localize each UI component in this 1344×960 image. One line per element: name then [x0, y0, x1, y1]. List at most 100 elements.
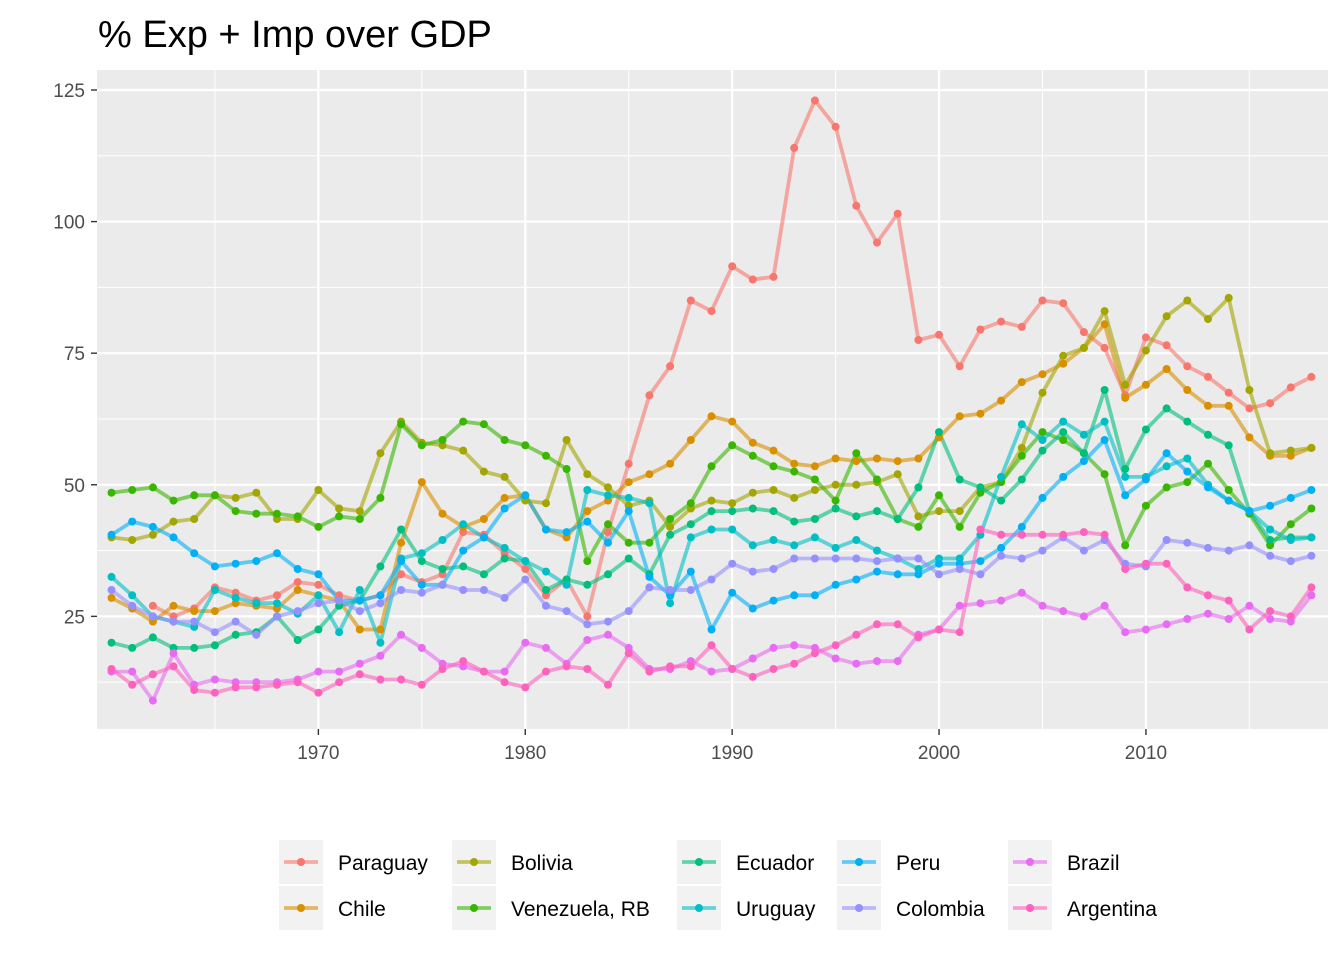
- data-point-ecuador: [707, 507, 716, 516]
- data-point-uruguay: [728, 525, 737, 534]
- data-point-chile: [479, 515, 488, 523]
- data-point-bolivia: [562, 436, 571, 444]
- y-tick-label: 50: [64, 476, 85, 497]
- data-point-bolivia: [252, 488, 261, 497]
- data-point-argentina: [790, 659, 799, 668]
- data-point-uruguay: [873, 546, 881, 555]
- data-point-venezuela-rb: [169, 496, 178, 505]
- data-point-uruguay: [562, 580, 571, 589]
- data-point-peru: [1038, 493, 1047, 502]
- x-tick-label: 1980: [504, 743, 546, 764]
- data-point-chile: [1059, 359, 1068, 368]
- data-point-uruguay: [521, 557, 530, 566]
- data-point-chile: [831, 454, 840, 463]
- data-point-argentina: [1079, 528, 1088, 537]
- data-point-peru: [376, 591, 385, 600]
- data-point-bolivia: [376, 449, 385, 458]
- data-point-colombia: [107, 586, 116, 594]
- data-point-colombia: [769, 565, 778, 573]
- series-points: [107, 96, 1316, 705]
- data-point-ecuador: [769, 507, 778, 516]
- data-point-argentina: [1121, 565, 1130, 573]
- data-point-ecuador: [1121, 465, 1130, 473]
- data-point-peru: [1224, 496, 1233, 505]
- data-point-venezuela-rb: [1162, 483, 1171, 492]
- data-point-ecuador: [479, 570, 488, 579]
- data-point-ecuador: [107, 638, 116, 647]
- data-point-venezuela-rb: [231, 507, 240, 516]
- data-point-bolivia: [190, 515, 199, 523]
- data-point-bolivia: [1162, 312, 1171, 321]
- data-point-uruguay: [231, 593, 240, 602]
- legend-key-point: [855, 904, 863, 912]
- legend-label: Colombia: [896, 898, 985, 921]
- data-point-bolivia: [955, 507, 964, 516]
- data-point-brazil: [1038, 601, 1047, 610]
- data-point-venezuela-rb: [748, 451, 757, 460]
- data-point-paraguay: [1245, 404, 1254, 413]
- data-point-venezuela-rb: [355, 515, 364, 523]
- data-point-chile: [1038, 370, 1047, 379]
- data-point-bolivia: [459, 446, 468, 455]
- chart-title: % Exp + Imp over GDP: [98, 14, 492, 56]
- data-point-argentina: [210, 688, 219, 697]
- data-point-uruguay: [1100, 417, 1109, 426]
- data-point-argentina: [479, 667, 488, 676]
- legend-item-uruguay: Uruguay: [677, 886, 816, 930]
- data-point-venezuela-rb: [273, 509, 281, 518]
- data-point-argentina: [1224, 596, 1233, 605]
- legend-label: Uruguay: [736, 898, 816, 921]
- data-point-ecuador: [831, 504, 840, 513]
- data-point-colombia: [583, 620, 592, 629]
- data-point-venezuela-rb: [314, 522, 323, 531]
- legend-item-venezuela-rb: Venezuela, RB: [452, 886, 650, 930]
- legend-label: Peru: [896, 852, 940, 875]
- data-point-uruguay: [500, 543, 509, 552]
- data-point-paraguay: [728, 262, 737, 271]
- data-point-argentina: [914, 633, 923, 642]
- data-point-uruguay: [1121, 472, 1130, 481]
- data-point-ecuador: [417, 557, 426, 566]
- data-point-paraguay: [790, 143, 799, 152]
- data-point-ecuador: [1017, 475, 1026, 484]
- data-point-bolivia: [1224, 293, 1233, 302]
- data-point-bolivia: [1100, 307, 1109, 316]
- data-point-uruguay: [1266, 525, 1275, 534]
- data-point-paraguay: [873, 238, 881, 247]
- data-point-paraguay: [645, 391, 654, 400]
- data-point-brazil: [169, 649, 178, 658]
- data-point-chile: [190, 607, 199, 616]
- data-point-bolivia: [852, 480, 861, 489]
- data-point-peru: [1100, 436, 1109, 444]
- data-point-bolivia: [231, 493, 240, 502]
- legend-label: Ecuador: [736, 852, 814, 875]
- data-point-venezuela-rb: [645, 538, 654, 547]
- data-point-paraguay: [955, 362, 964, 371]
- data-point-colombia: [562, 607, 571, 616]
- x-tick-label: 1970: [297, 743, 339, 764]
- data-point-venezuela-rb: [1038, 428, 1047, 437]
- data-point-bolivia: [1183, 296, 1192, 305]
- data-point-paraguay: [1286, 383, 1295, 392]
- data-point-brazil: [769, 643, 778, 652]
- x-axis: 1970 1980 1990 2000 2010: [297, 729, 1167, 764]
- data-point-venezuela-rb: [210, 491, 219, 500]
- data-point-ecuador: [624, 554, 633, 563]
- data-point-argentina: [1038, 530, 1047, 539]
- data-point-venezuela-rb: [1286, 520, 1295, 529]
- data-point-brazil: [521, 638, 530, 647]
- data-point-bolivia: [335, 504, 344, 513]
- data-point-paraguay: [148, 601, 157, 610]
- data-point-venezuela-rb: [790, 467, 799, 476]
- data-point-colombia: [500, 593, 509, 602]
- data-point-colombia: [914, 554, 923, 563]
- data-point-venezuela-rb: [583, 557, 592, 566]
- data-point-chile: [1121, 393, 1130, 402]
- data-point-venezuela-rb: [1224, 486, 1233, 494]
- data-point-ecuador: [148, 633, 157, 642]
- data-point-ecuador: [604, 570, 612, 579]
- data-point-colombia: [790, 554, 799, 563]
- data-point-ecuador: [873, 507, 881, 516]
- data-point-argentina: [583, 665, 592, 673]
- data-point-argentina: [169, 662, 178, 671]
